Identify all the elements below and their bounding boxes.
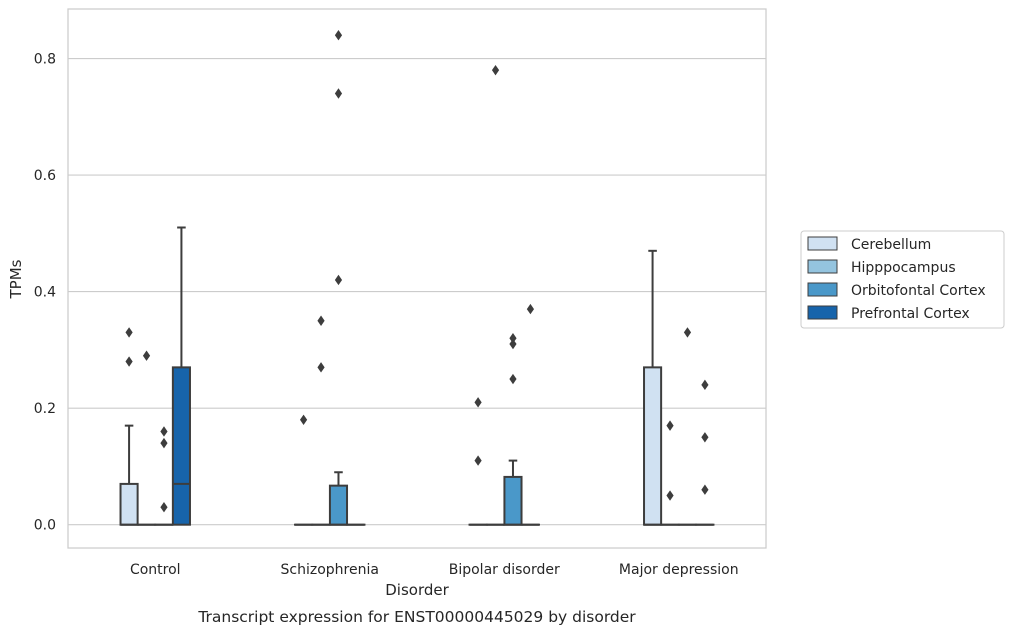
outlier-point xyxy=(491,64,500,76)
outlier-point xyxy=(160,502,168,513)
y-tick-label: 0.6 xyxy=(34,168,56,184)
outlier-point xyxy=(683,327,692,338)
outlier-point xyxy=(526,303,535,315)
y-tick-label: 0.0 xyxy=(34,518,56,534)
legend: Cerebellum Hipppocampus Orbitofontal Corte… xyxy=(800,230,1005,329)
box-body xyxy=(119,482,139,526)
box-series xyxy=(119,30,715,526)
legend-swatch xyxy=(807,259,838,274)
legend-label: Orbitofontal Cortex xyxy=(851,283,986,299)
chart-caption: Transcript expression for ENST0000044502… xyxy=(197,608,636,626)
x-tick-label: Bipolar disorder xyxy=(449,562,560,578)
legend-swatch xyxy=(807,282,838,297)
box xyxy=(468,397,488,526)
outlier-point xyxy=(160,437,168,449)
outlier-point xyxy=(701,379,709,391)
outlier-point xyxy=(509,373,517,385)
legend-label: Cerebellum xyxy=(851,237,931,253)
outlier-point xyxy=(701,432,709,443)
plot-frame xyxy=(67,8,767,549)
outlier-point xyxy=(142,350,151,361)
box xyxy=(643,249,663,526)
outlier-point xyxy=(317,362,325,373)
outlier-point xyxy=(334,88,343,99)
outlier-point xyxy=(160,426,168,437)
box xyxy=(119,327,139,526)
x-axis-label: Disorder xyxy=(385,581,449,599)
legend-swatch xyxy=(807,305,838,320)
x-tick-label: Major depression xyxy=(619,562,739,578)
outlier-point xyxy=(474,397,482,408)
y-axis-label: TPMs xyxy=(7,259,25,299)
box xyxy=(171,226,191,526)
outlier-point xyxy=(509,338,517,350)
outlier-point xyxy=(666,420,674,431)
y-tick-label: 0.2 xyxy=(34,401,56,417)
outlier-point xyxy=(334,30,343,41)
box xyxy=(154,426,174,526)
box-body xyxy=(643,366,663,526)
y-tick-label: 0.8 xyxy=(34,52,56,68)
outlier-point xyxy=(474,455,482,466)
outlier-point xyxy=(317,315,325,326)
y-tick-label: 0.4 xyxy=(34,285,56,301)
x-axis-ticks: Control Schizophrenia Bipolar disorder Majo… xyxy=(130,562,739,578)
box xyxy=(520,303,540,526)
outlier-point xyxy=(125,327,133,338)
box xyxy=(695,379,715,526)
x-tick-label: Control xyxy=(130,562,181,578)
legend-swatch xyxy=(807,236,838,251)
box xyxy=(328,30,349,526)
box xyxy=(503,333,523,526)
legend-label: Prefrontal Cortex xyxy=(851,306,970,322)
legend-frame xyxy=(800,230,1005,329)
outlier-point xyxy=(666,490,674,501)
x-tick-label: Schizophrenia xyxy=(281,562,379,578)
legend-label: Hipppocampus xyxy=(851,260,956,276)
outlier-point xyxy=(299,414,308,426)
box-body xyxy=(503,475,523,526)
y-axis-ticks: 0.0 0.2 0.4 0.6 0.8 xyxy=(34,52,56,534)
outlier-point xyxy=(509,333,517,344)
outlier-point xyxy=(125,356,133,367)
outlier-point xyxy=(701,484,709,495)
box-body xyxy=(328,484,349,526)
outlier-point xyxy=(334,274,343,286)
box-body xyxy=(171,366,191,526)
